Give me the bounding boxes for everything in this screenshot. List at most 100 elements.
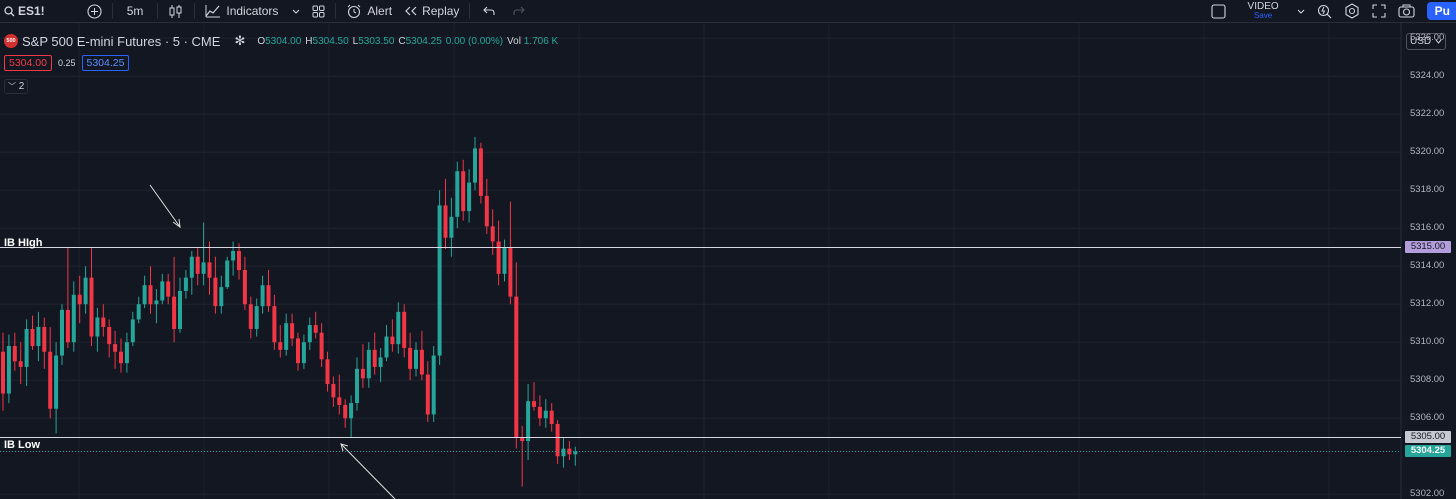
candle-body xyxy=(107,327,112,345)
candle-body xyxy=(278,342,283,350)
candle xyxy=(284,313,289,356)
snapshot-button[interactable] xyxy=(1392,0,1421,22)
candle-body xyxy=(201,262,206,274)
candle xyxy=(225,256,230,290)
candle-body xyxy=(113,344,118,352)
sell-price-button[interactable]: 5304.00 xyxy=(4,55,52,71)
candle xyxy=(18,342,23,385)
buy-price-button[interactable]: 5304.25 xyxy=(81,55,130,71)
change-value: 0.00 (0.00%) xyxy=(445,35,504,47)
low-value: 5303.50 xyxy=(358,35,395,47)
publish-button[interactable]: Pu xyxy=(1426,2,1456,20)
candle-body xyxy=(89,277,94,337)
candle xyxy=(390,319,395,352)
candle-body xyxy=(532,401,536,407)
indicators-toggle[interactable]: ﹀ 2 xyxy=(4,79,29,94)
candle-body xyxy=(490,226,495,242)
candle-body xyxy=(178,290,182,329)
candle xyxy=(455,161,460,229)
settings-button[interactable] xyxy=(1338,0,1366,22)
replay-button[interactable]: Replay xyxy=(398,0,465,22)
candle xyxy=(473,137,477,191)
symbol-logo[interactable]: 500 xyxy=(4,34,18,48)
candle xyxy=(24,319,29,386)
compare-button[interactable] xyxy=(81,0,108,22)
add-circle-icon xyxy=(87,3,102,19)
candle xyxy=(237,243,241,280)
candle xyxy=(248,296,253,339)
alert-button[interactable]: Alert xyxy=(340,0,398,22)
candle xyxy=(48,327,53,419)
price-axis-label: 5324.00 xyxy=(1410,70,1445,82)
candle-body xyxy=(514,296,519,438)
candle xyxy=(437,190,442,366)
candle xyxy=(278,325,283,358)
save-menu-button[interactable] xyxy=(1291,0,1311,22)
candle-body xyxy=(42,327,47,352)
interval-button[interactable]: 5m xyxy=(117,0,154,22)
candle-body xyxy=(331,384,336,398)
candle xyxy=(543,399,548,428)
candle-body xyxy=(95,317,100,337)
fullscreen-icon xyxy=(1372,4,1386,18)
candle xyxy=(343,399,348,428)
candle xyxy=(77,275,82,324)
video-save-button[interactable]: VIDEO Save xyxy=(1248,2,1279,21)
candle xyxy=(408,332,413,381)
close-key: C xyxy=(398,35,406,47)
rewind-icon xyxy=(404,6,418,16)
series-title[interactable]: S&P 500 E-mini Futures · 5 · CME xyxy=(22,33,221,49)
candle xyxy=(30,315,35,350)
price-chart[interactable] xyxy=(0,23,1456,499)
volume-key: Vol xyxy=(507,35,521,47)
candle-body xyxy=(266,285,271,307)
candle-body xyxy=(136,304,141,320)
candle-body xyxy=(390,336,395,345)
symbol-label: ES1! xyxy=(18,4,45,18)
arrow-annotation-bottom[interactable] xyxy=(340,443,396,499)
chevron-down-icon xyxy=(1435,36,1442,47)
grid-icon xyxy=(312,5,325,18)
candle-body xyxy=(478,148,483,196)
candle-body xyxy=(437,205,442,356)
candle xyxy=(549,403,554,432)
candle xyxy=(260,275,265,314)
candle xyxy=(307,317,312,350)
spread-value: 0.25 xyxy=(57,58,76,68)
templates-button[interactable] xyxy=(306,0,331,22)
candle xyxy=(172,256,177,343)
symbol-search-button[interactable]: ES1! xyxy=(0,0,51,22)
candle-body xyxy=(443,205,448,238)
undo-button[interactable] xyxy=(474,0,504,22)
candle-body xyxy=(65,309,70,343)
chevron-down-icon[interactable] xyxy=(292,9,300,14)
layout-button[interactable] xyxy=(1205,0,1232,22)
candle-body xyxy=(496,241,501,274)
chart-type-button[interactable] xyxy=(162,0,190,22)
currency-select[interactable]: USD xyxy=(1406,33,1446,50)
price-axis-label: 5318.00 xyxy=(1410,184,1445,196)
candle-body xyxy=(325,359,330,385)
ib-low-price-tag: 5305.00 xyxy=(1405,431,1451,444)
candle-body xyxy=(260,285,265,307)
chevron-down-icon xyxy=(1297,9,1305,14)
quick-search-button[interactable] xyxy=(1311,0,1338,22)
candle-body xyxy=(378,357,383,367)
candle xyxy=(396,302,401,354)
candle-body xyxy=(154,300,159,305)
fullscreen-button[interactable] xyxy=(1366,0,1392,22)
indicators-count: 2 xyxy=(18,81,25,92)
candle-body xyxy=(284,323,289,350)
candle xyxy=(130,311,135,347)
candle xyxy=(183,270,188,299)
candle-body xyxy=(231,251,236,261)
arrow-annotation-top[interactable] xyxy=(149,184,181,229)
candle xyxy=(242,256,247,310)
candle-body xyxy=(567,448,572,455)
candle xyxy=(425,361,430,423)
candle xyxy=(148,266,153,314)
ohlc-values: O5304.00 H5304.50 L5303.50 C5304.25 0.00… xyxy=(257,36,558,47)
indicators-button[interactable]: Indicators xyxy=(199,0,306,22)
candle xyxy=(124,332,129,373)
redo-button[interactable] xyxy=(504,0,534,22)
